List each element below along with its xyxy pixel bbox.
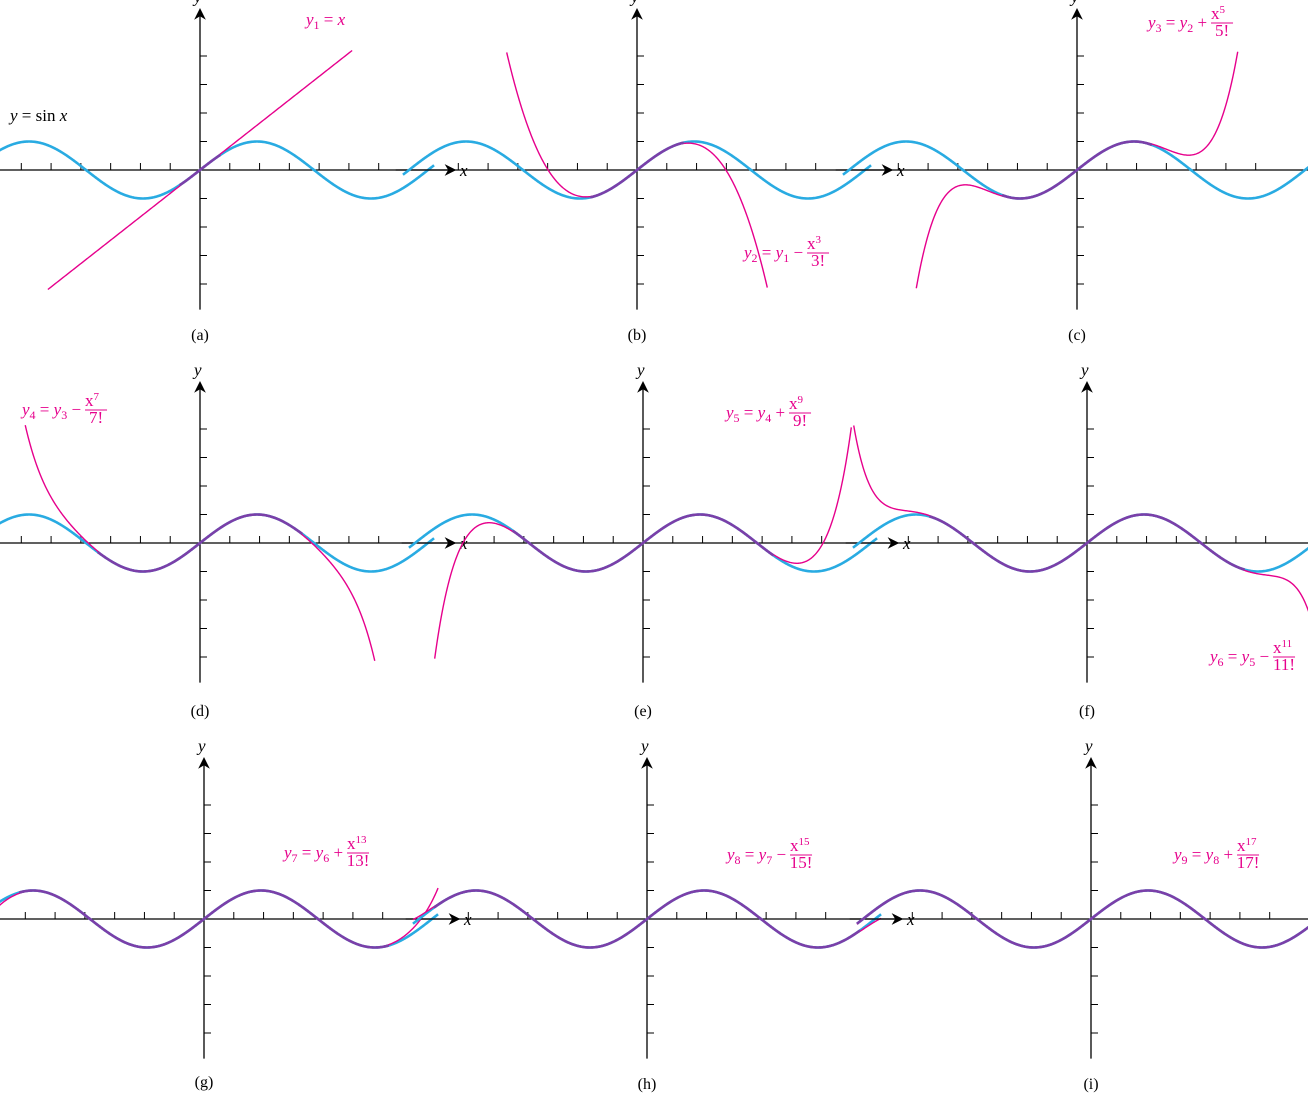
panel-caption: (a)	[191, 327, 209, 344]
overlap-curve	[178, 153, 222, 187]
fraction-denominator: 9!	[793, 411, 807, 430]
panel-caption: (b)	[628, 327, 647, 344]
formula-label: y1 = x	[304, 10, 346, 32]
overlap-curve	[97, 513, 303, 573]
formula-label: y7 = y6 +	[282, 843, 343, 865]
panel-caption: (c)	[1068, 327, 1086, 344]
panel-d: xy(d)y4 = y3 − x77!	[0, 360, 468, 720]
overlap-curve	[589, 141, 685, 199]
fraction-numerator: x7	[85, 391, 100, 410]
panel-b: xy(b)y2 = y1 − x33!	[395, 0, 905, 344]
fraction-denominator: 5!	[1215, 21, 1229, 40]
panel-caption: (h)	[638, 1076, 657, 1093]
y-axis-letter: y	[1079, 360, 1089, 379]
formula-label: y9 = y8 +	[1172, 845, 1233, 867]
fraction-numerator: x13	[347, 834, 367, 853]
overlap-curve	[433, 889, 861, 949]
y-axis-letter: y	[192, 360, 202, 379]
fraction-denominator: 11!	[1273, 655, 1295, 674]
overlap-curve	[18, 889, 390, 949]
formula-label: y4 = y3 −	[20, 400, 81, 422]
sine-label: y = sin x	[8, 106, 68, 125]
fraction-numerator: x11	[1273, 638, 1292, 657]
fraction-numerator: x15	[790, 836, 810, 855]
formula-label: y2 = y1 −	[742, 243, 803, 265]
fraction-numerator: x17	[1237, 836, 1257, 855]
panel-a: xy(a)y1 = x	[0, 0, 468, 344]
fraction-denominator: 13!	[347, 851, 370, 870]
overlap-curve	[856, 889, 1308, 949]
panel-caption: (g)	[195, 1074, 214, 1091]
panel-e: xy(e)y5 = y4 + x99!	[401, 360, 911, 720]
y-axis-letter: y	[1069, 0, 1079, 6]
panel-caption: (f)	[1079, 703, 1095, 720]
overlap-curve	[929, 513, 1245, 573]
fraction-denominator: 17!	[1237, 853, 1260, 872]
y-axis-letter: y	[639, 736, 649, 755]
overlap-curve	[511, 513, 775, 573]
y-axis-letter: y	[629, 0, 639, 6]
fraction-denominator: 3!	[811, 251, 825, 270]
y-axis-letter: y	[192, 0, 202, 6]
fraction-denominator: 7!	[89, 408, 103, 427]
y-axis-letter: y	[635, 360, 645, 379]
fraction-denominator: 15!	[790, 853, 813, 872]
formula-label: y6 = y5 −	[1208, 647, 1269, 669]
panel-caption: (e)	[634, 703, 652, 720]
panel-caption: (d)	[191, 703, 210, 720]
fraction-numerator: x9	[789, 394, 804, 413]
panel-c: xy(c)y3 = y2 + x55!	[835, 0, 1308, 344]
panel-caption: (i)	[1083, 1076, 1098, 1093]
fraction-numerator: x3	[807, 234, 822, 253]
y-axis-letter: y	[1083, 736, 1093, 755]
y-axis-letter: y	[196, 736, 206, 755]
fraction-numerator: x5	[1211, 4, 1226, 23]
overlap-curve	[1001, 140, 1153, 200]
formula-label: y5 = y4 +	[724, 403, 785, 425]
formula-label: y3 = y2 +	[1146, 13, 1207, 35]
formula-label: y8 = y7 −	[725, 845, 786, 867]
